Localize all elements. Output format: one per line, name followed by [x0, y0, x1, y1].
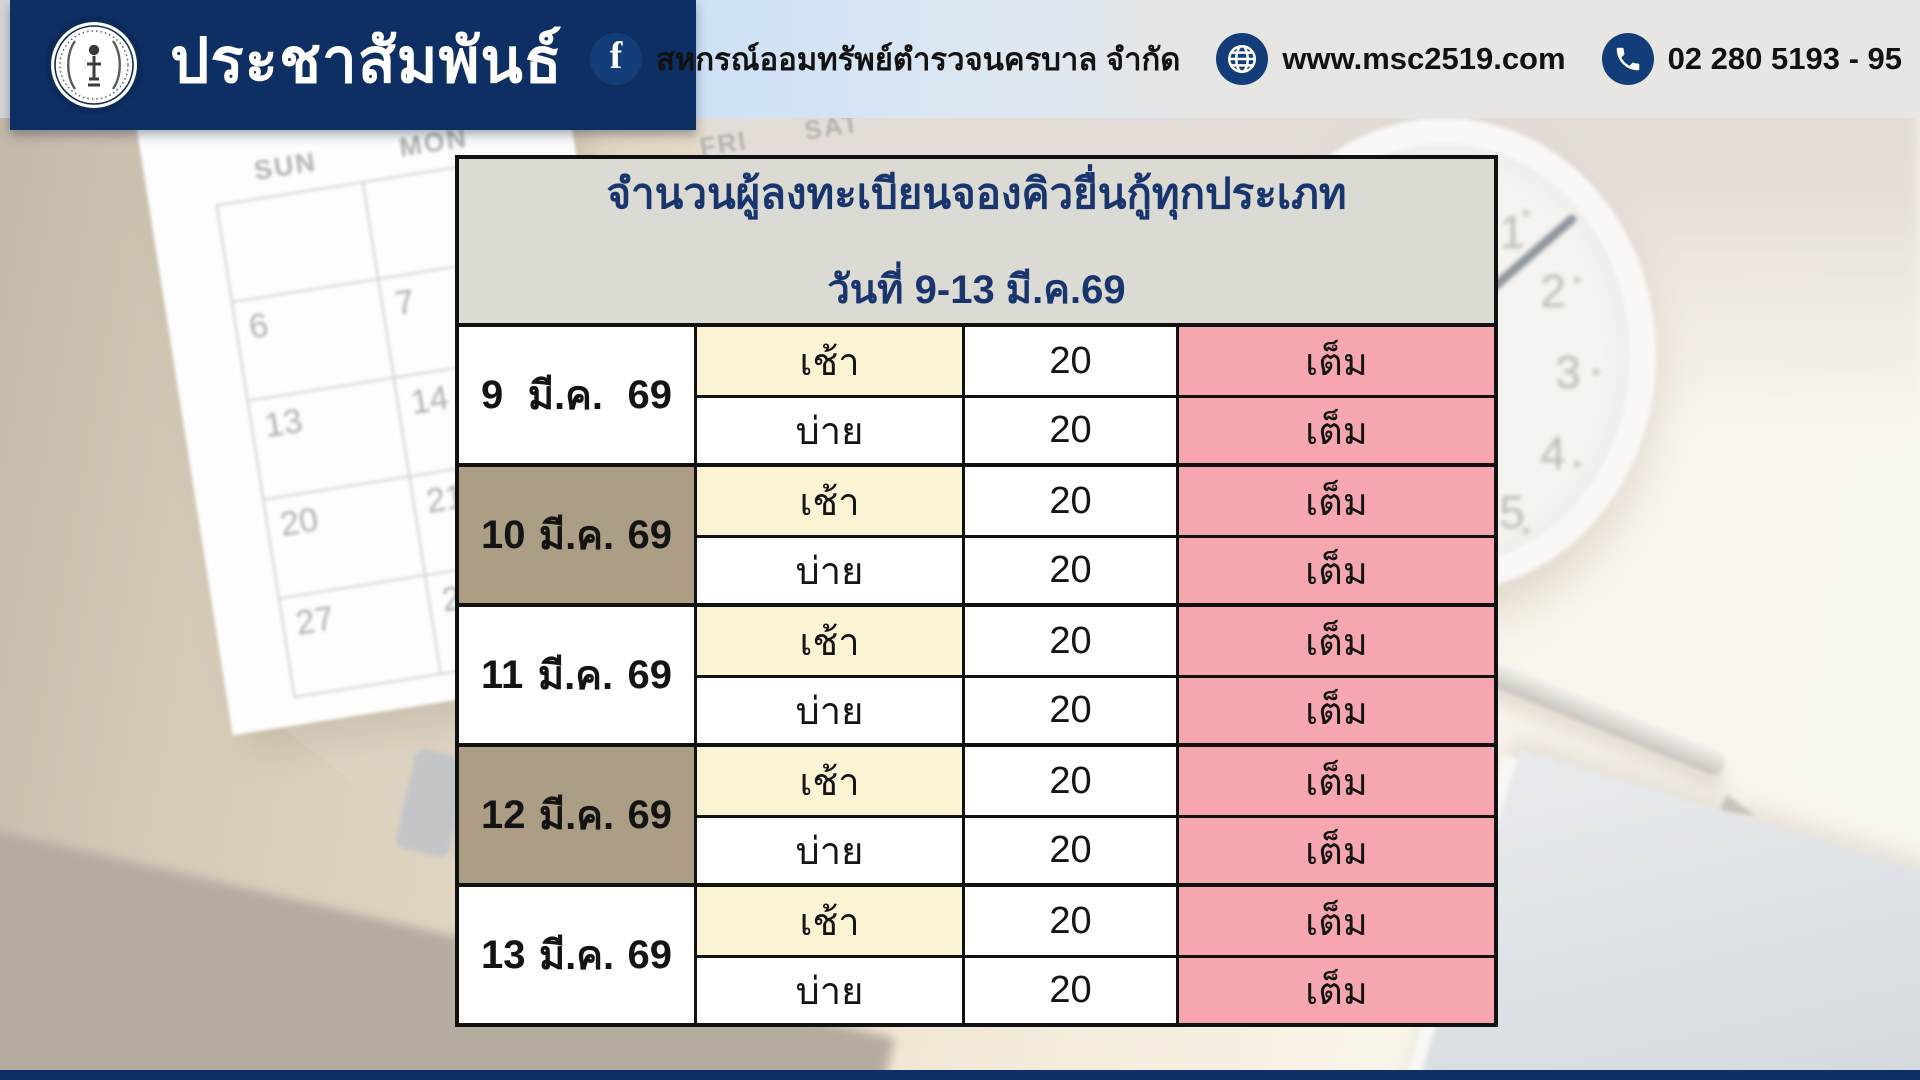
date-cell: 13 มี.ค. 69: [459, 887, 694, 1023]
count-cell: 20: [962, 607, 1176, 675]
clock-number: 5: [1499, 486, 1525, 539]
globe-icon: [1216, 33, 1269, 85]
count-cell: 20: [962, 535, 1176, 603]
date-cell: 11 มี.ค. 69: [459, 607, 694, 743]
date-year: 69: [627, 512, 672, 557]
count-cell: 20: [962, 815, 1176, 883]
clock-tick: [1592, 368, 1600, 376]
count-cell: 20: [962, 747, 1176, 815]
date-month: มี.ค.: [537, 654, 614, 698]
session-cell: เช้า: [694, 467, 962, 535]
brand-banner: ประชาสัมพันธ์: [10, 0, 696, 130]
status-cell: เต็ม: [1176, 887, 1494, 955]
status-cell: เต็ม: [1176, 327, 1494, 395]
date-day: 12: [481, 792, 526, 837]
date-day: 13: [481, 932, 526, 977]
date-cell: 10 มี.ค. 69: [459, 467, 694, 603]
queue-schedule-table: จำนวนผู้ลงทะเบียนจองคิวยื่นกู้ทุกประเภท …: [455, 155, 1498, 1027]
website-contact: www.msc2519.com: [1216, 33, 1566, 85]
status-cell: เต็ม: [1176, 815, 1494, 883]
clock-tick: [1573, 460, 1581, 468]
brand-title: ประชาสัมพันธ์: [170, 27, 563, 96]
status-cell: เต็ม: [1176, 955, 1494, 1023]
schedule-body: 9 มี.ค. 69 เช้า 20 เต็ม บ่าย 20 เต็ม 10 มี.ค. 69 เช้…: [459, 323, 1494, 1023]
coop-emblem-logo: [45, 16, 143, 114]
date-cell: 12 มี.ค. 69: [459, 747, 694, 883]
schedule-day-group: 9 มี.ค. 69 เช้า 20 เต็ม บ่าย 20 เต็ม: [459, 323, 1494, 463]
date-month: มี.ค.: [527, 374, 604, 418]
count-cell: 20: [962, 467, 1176, 535]
session-cell: เช้า: [694, 747, 962, 815]
date-day: 9: [481, 372, 504, 417]
session-cell: บ่าย: [694, 955, 962, 1023]
status-cell: เต็ม: [1176, 747, 1494, 815]
count-cell: 20: [962, 955, 1176, 1023]
count-cell: 20: [962, 395, 1176, 463]
session-cell: เช้า: [694, 887, 962, 955]
session-cell: บ่าย: [694, 675, 962, 743]
date-year: 69: [627, 652, 673, 697]
schedule-day-group: 12 มี.ค. 69 เช้า 20 เต็ม บ่าย 20 เต็ม: [459, 743, 1494, 883]
clock-number: 2: [1540, 265, 1566, 317]
session-cell: เช้า: [694, 607, 962, 675]
phone-icon: [1601, 33, 1654, 85]
count-cell: 20: [962, 327, 1176, 395]
date-cell: 9 มี.ค. 69: [459, 327, 694, 463]
phone-label: 02 280 5193 - 95: [1667, 41, 1902, 76]
status-cell: เต็ม: [1176, 675, 1494, 743]
status-cell: เต็ม: [1176, 607, 1494, 675]
facebook-contact: f สหกรณ์ออมทรัพย์ตำรวจนครบาล จำกัด: [589, 33, 1181, 85]
session-cell: บ่าย: [694, 815, 962, 883]
status-cell: เต็ม: [1176, 467, 1494, 535]
session-cell: บ่าย: [694, 535, 962, 603]
table-header: จำนวนผู้ลงทะเบียนจองคิวยื่นกู้ทุกประเภท …: [459, 159, 1494, 323]
count-cell: 20: [962, 675, 1176, 743]
clock-tick: [1522, 527, 1530, 535]
date-day: 11: [481, 652, 524, 697]
facebook-label: สหกรณ์ออมทรัพย์ตำรวจนครบาล จำกัด: [655, 42, 1181, 77]
date-year: 69: [627, 372, 672, 417]
schedule-day-group: 10 มี.ค. 69 เช้า 20 เต็ม บ่าย 20 เต็ม: [459, 463, 1494, 603]
date-month: มี.ค.: [538, 514, 615, 558]
status-cell: เต็ม: [1176, 535, 1494, 603]
table-title: จำนวนผู้ลงทะเบียนจองคิวยื่นกู้ทุกประเภท: [606, 170, 1347, 217]
clock-tick: [1522, 209, 1530, 217]
schedule-day-group: 11 มี.ค. 69 เช้า 20 เต็ม บ่าย 20 เต็ม: [459, 603, 1494, 743]
session-cell: เช้า: [694, 327, 962, 395]
date-month: มี.ค.: [538, 934, 615, 978]
phone-contact: 02 280 5193 - 95: [1601, 33, 1902, 85]
clock-tick: [1573, 276, 1581, 284]
schedule-day-group: 13 มี.ค. 69 เช้า 20 เต็ม บ่าย 20 เต็ม: [459, 883, 1494, 1023]
clock-number: 3: [1555, 346, 1581, 398]
date-year: 69: [627, 792, 672, 837]
clock-number: 1: [1499, 205, 1525, 258]
footer-bar: [0, 1070, 1920, 1080]
date-month: มี.ค.: [538, 794, 615, 838]
session-cell: บ่าย: [694, 395, 962, 463]
date-year: 69: [627, 932, 672, 977]
header-contacts: f สหกรณ์ออมทรัพย์ตำรวจนครบาล จำกัด www.m…: [589, 0, 1902, 118]
status-cell: เต็ม: [1176, 395, 1494, 463]
count-cell: 20: [962, 887, 1176, 955]
facebook-icon: f: [589, 33, 642, 85]
table-subtitle: วันที่ 9-13 มี.ค.69: [827, 268, 1126, 312]
website-label: www.msc2519.com: [1282, 41, 1566, 76]
date-day: 10: [481, 512, 526, 557]
clock-number: 4: [1540, 427, 1566, 479]
